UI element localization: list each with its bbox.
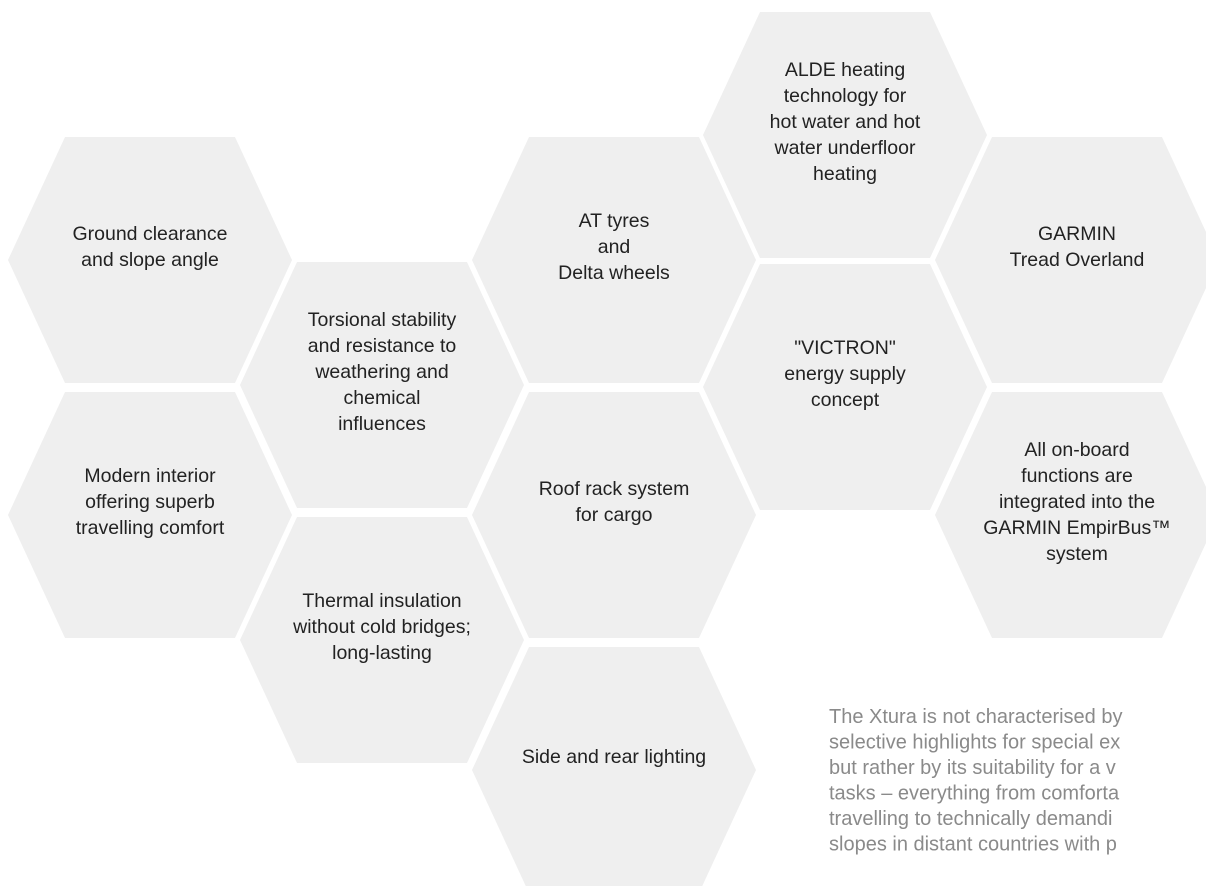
hex-label-line: long-lasting <box>332 642 432 664</box>
hex-label: ALDE heating technology for hot water and … <box>770 59 921 185</box>
paragraph-line: The Xtura is not characterised by <box>829 706 1122 728</box>
hexagon <box>472 392 756 638</box>
hex-label-line: All on-board <box>1024 439 1129 461</box>
hex-label: Roof rack system for cargo <box>539 478 690 526</box>
hex-label: Torsional stability and resistance to weat… <box>308 309 457 435</box>
hex-label-line: Side and rear lighting <box>522 746 706 768</box>
hexagon <box>935 392 1206 638</box>
hex-label-line: Thermal insulation <box>302 590 461 612</box>
hex-label-line: AT tyres <box>579 210 650 232</box>
hex-label-line: offering superb <box>85 491 215 513</box>
hex-label-line: ALDE heating <box>785 59 905 81</box>
hexagon <box>472 137 756 383</box>
hex-label-line: influences <box>338 413 426 435</box>
hexagon <box>703 264 987 510</box>
paragraph-line: tasks – everything from comforta <box>829 783 1120 805</box>
paragraph-line: slopes in distant countries with p <box>829 834 1117 856</box>
hex-label-line: Ground clearance <box>72 223 227 245</box>
hexagon <box>472 647 756 886</box>
hex-label-line: technology for <box>784 85 907 107</box>
hex-label-line: Torsional stability <box>308 309 457 331</box>
hex-label-line: system <box>1046 543 1108 565</box>
hex-label: All on-board functions are integrated into… <box>983 439 1170 565</box>
hex-label: Ground clearance and slope angle <box>72 223 227 271</box>
hex-label-line: Tread Overland <box>1010 249 1145 271</box>
hex-label-line: functions are <box>1021 465 1133 487</box>
hex-label-line: Roof rack system <box>539 478 690 500</box>
hexagon <box>240 262 524 508</box>
hex-label: Modern interior offering superb travelling… <box>76 465 225 539</box>
hex-label-line: GARMIN <box>1038 223 1116 245</box>
hex-label-line: chemical <box>344 387 421 409</box>
hexagon <box>240 517 524 763</box>
hex-label-line: "VICTRON" <box>794 337 896 359</box>
hex-label-line: and slope angle <box>81 249 219 271</box>
hex-label: "VICTRON" energy supply concept <box>784 337 906 411</box>
hex-label-line: and resistance to <box>308 335 457 357</box>
hex-label: Side and rear lighting <box>522 746 706 768</box>
paragraph: The Xtura is not characterised by selecti… <box>829 706 1122 856</box>
hexagon <box>703 12 987 258</box>
paragraph-line: but rather by its suitability for a v <box>829 757 1116 779</box>
hex-label: AT tyres and Delta wheels <box>558 210 670 284</box>
hex-label-line: energy supply <box>784 363 906 385</box>
hex-label-line: without cold bridges; <box>292 616 471 638</box>
hex-label: Thermal insulation without cold bridges; l… <box>292 590 471 664</box>
hex-label-line: Delta wheels <box>558 262 670 284</box>
hex-label-line: heating <box>813 163 877 185</box>
hexagon <box>8 392 292 638</box>
hex-label-line: Modern interior <box>84 465 216 487</box>
hex-label-line: for cargo <box>576 504 653 526</box>
hex-label-line: weathering and <box>314 361 448 383</box>
hex-label-line: hot water and hot <box>770 111 921 133</box>
hexagon <box>935 137 1206 383</box>
hex-label: GARMIN Tread Overland <box>1010 223 1145 271</box>
hexagon <box>8 137 292 383</box>
hex-label-line: water underfloor <box>774 137 916 159</box>
paragraph-line: travelling to technically demandi <box>829 808 1113 830</box>
hex-label-line: and <box>598 236 631 258</box>
hex-label-line: concept <box>811 389 880 411</box>
hex-label-line: integrated into the <box>999 491 1155 513</box>
hex-label-line: GARMIN EmpirBus™ <box>983 517 1170 539</box>
hex-label-line: travelling comfort <box>76 517 225 539</box>
paragraph-line: selective highlights for special ex <box>829 732 1120 754</box>
